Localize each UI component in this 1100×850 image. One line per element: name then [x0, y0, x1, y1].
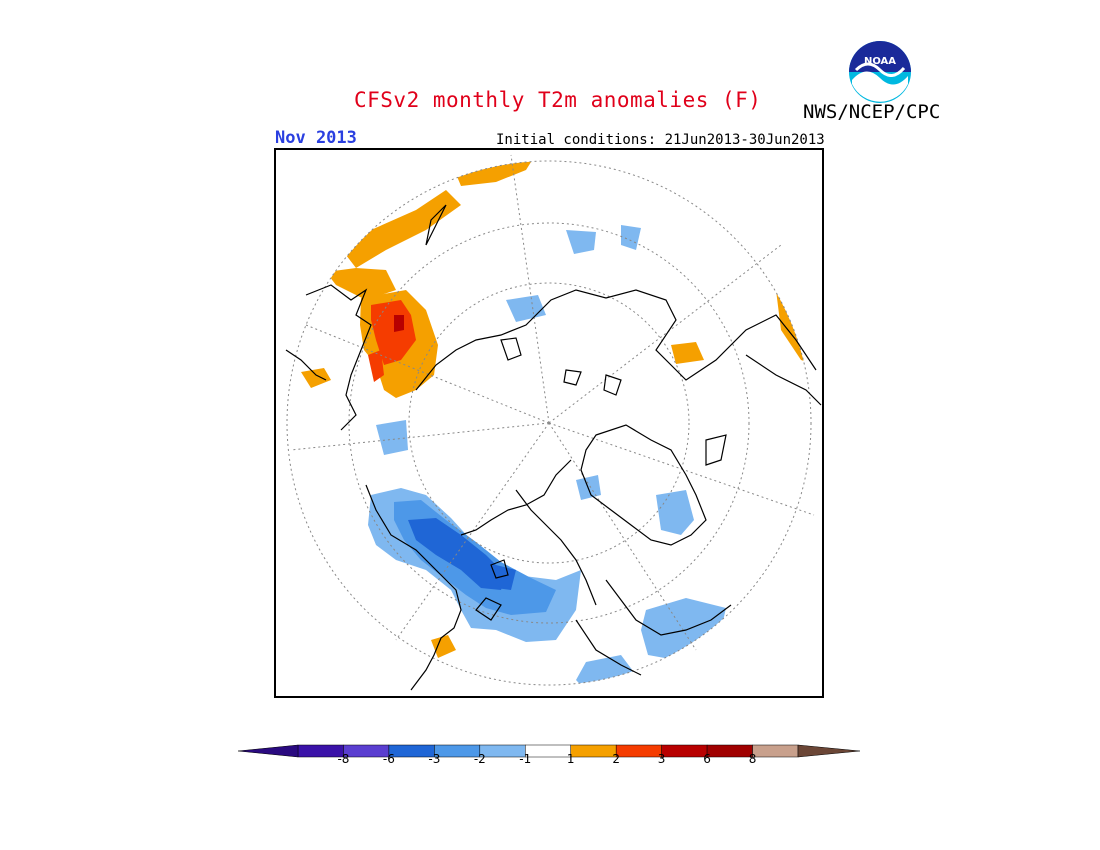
graticule — [286, 154, 815, 686]
cold-region — [656, 490, 694, 535]
polar-map — [285, 154, 822, 691]
cold-region — [621, 225, 641, 250]
warm-region — [368, 350, 384, 382]
anomaly-layer — [301, 161, 811, 685]
colorbar-tick-label: -8 — [337, 752, 350, 766]
warm-region — [451, 161, 536, 186]
cold-region — [566, 230, 596, 254]
colorbar-tick-label: 1 — [566, 752, 575, 766]
warm-region — [394, 315, 404, 332]
colorbar-bin — [706, 744, 753, 758]
warm-region — [431, 635, 456, 658]
colorbar-tick-label: -6 — [382, 752, 395, 766]
cold-region — [576, 655, 636, 685]
colorbar-tick-label: -1 — [519, 752, 532, 766]
warm-region — [301, 368, 331, 388]
cold-region — [641, 598, 726, 660]
organization-label: NWS/NCEP/CPC — [803, 101, 941, 123]
warm-region — [671, 342, 704, 364]
colorbar-bin — [752, 744, 799, 758]
colorbar-tick-label: -2 — [473, 752, 486, 766]
warm-region — [326, 268, 396, 300]
valid-month-label: Nov 2013 — [275, 128, 357, 148]
warm-region — [371, 300, 416, 365]
coastlines — [285, 204, 822, 691]
colorbar-tick-label: -3 — [428, 752, 441, 766]
cold-region — [496, 565, 516, 590]
colorbar-bin — [661, 744, 708, 758]
colorbar — [238, 744, 861, 758]
cold-region — [376, 420, 408, 455]
logo-text: NOAA — [864, 56, 896, 67]
colorbar-tick-label: 2 — [612, 752, 620, 766]
colorbar-tick-label: 8 — [748, 752, 757, 766]
colorbar-right-arrow — [797, 744, 861, 758]
cold-region — [506, 295, 546, 322]
colorbar-tick-label: 3 — [657, 752, 666, 766]
chart-title: CFSv2 monthly T2m anomalies (F) — [354, 88, 762, 112]
noaa-logo: NOAA — [849, 41, 911, 103]
colorbar-bin — [570, 744, 617, 758]
map-panel — [274, 148, 824, 698]
colorbar-left-arrow — [238, 744, 299, 758]
colorbar-bin — [615, 744, 662, 758]
colorbar-bin — [525, 744, 571, 758]
warm-region — [346, 190, 461, 268]
warm-region — [776, 290, 811, 365]
colorbar-tick-label: 6 — [703, 752, 711, 766]
initial-conditions-label: Initial conditions: 21Jun2013-30Jun2013 — [496, 132, 825, 148]
